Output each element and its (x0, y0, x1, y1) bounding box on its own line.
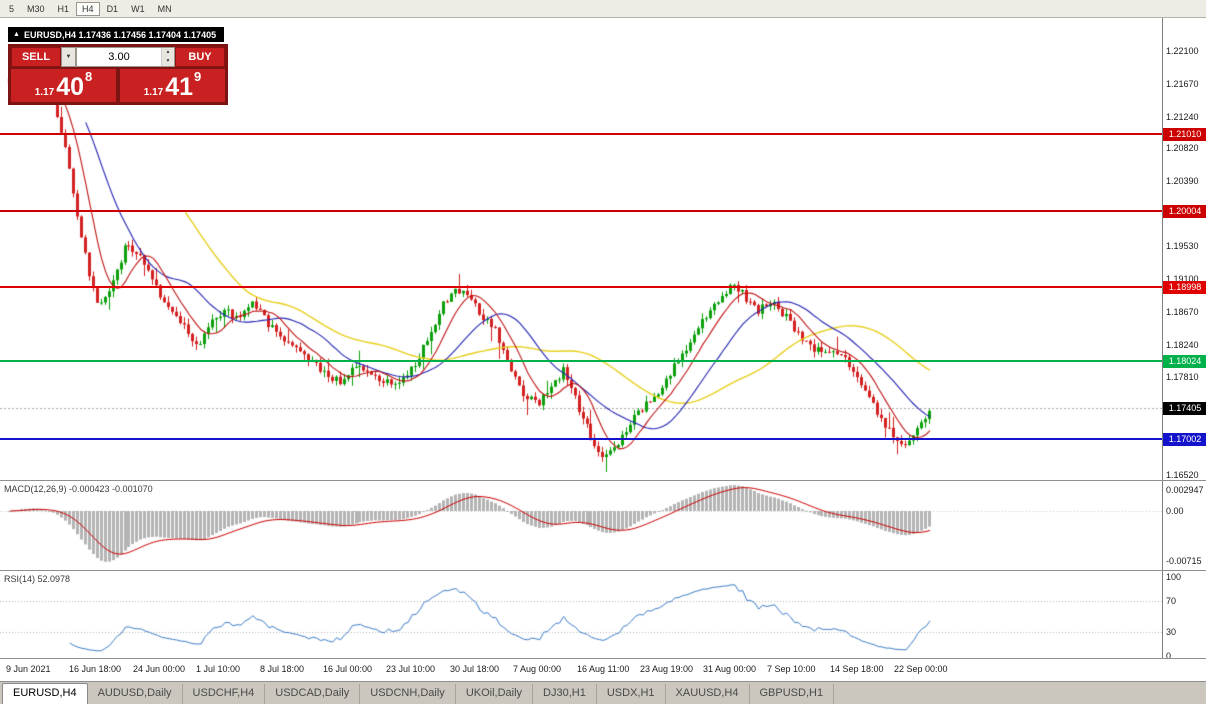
macd-axis-label: -0.00715 (1166, 556, 1202, 566)
price-line-badge: 1.21010 (1163, 128, 1206, 141)
rsi-axis-label: 70 (1166, 596, 1177, 606)
chart-tab-dj30-h1[interactable]: DJ30,H1 (533, 684, 597, 704)
chart-tab-gbpusd-h1[interactable]: GBPUSD,H1 (750, 684, 835, 704)
time-axis-label: 23 Aug 19:00 (640, 664, 694, 674)
buy-quote[interactable]: 1.17 41 9 (120, 69, 225, 102)
volume-down-button[interactable]: ▼ (162, 57, 174, 66)
price-line-badge: 1.20004 (1163, 205, 1206, 218)
macd-panel: MACD(12,26,9) -0.000423 -0.001070 0.0029… (0, 481, 1206, 570)
price-axis-label: 1.22100 (1166, 46, 1199, 56)
volume-spinner: ▲ ▼ (161, 48, 174, 66)
timeframe-button-mn[interactable]: MN (152, 2, 178, 16)
panel-separator[interactable] (0, 570, 1206, 571)
time-axis-label: 7 Sep 10:00 (767, 664, 816, 674)
one-click-trade-panel: SELL ▼ ▲ ▼ BUY 1.17 40 8 (8, 44, 228, 105)
rsi-label: RSI(14) 52.0978 (4, 574, 71, 584)
time-axis-label: 23 Jul 10:00 (386, 664, 436, 674)
rsi-panel: RSI(14) 52.0978 100 70 30 0 (0, 571, 1206, 661)
sell-quote-base: 1.17 (34, 87, 55, 98)
price-axis-label: 1.20390 (1166, 176, 1199, 186)
time-axis-label: 9 Jun 2021 (6, 664, 51, 674)
timeframe-button-w1[interactable]: W1 (125, 2, 151, 16)
macd-axis: 0.002947 0.00 -0.00715 (1162, 481, 1206, 570)
sell-quote[interactable]: 1.17 40 8 (11, 69, 116, 102)
chart-tabs-bar: EURUSD,H4 AUDUSD,Daily USDCHF,H4 USDCAD,Dai… (0, 681, 1206, 704)
time-axis-label: 7 Aug 00:00 (513, 664, 562, 674)
buy-quote-point: 9 (194, 69, 202, 84)
timeframe-toolbar: 5 M30 H1 H4 D1 W1 MN (0, 0, 1206, 18)
chart-tab-usdchf-h4[interactable]: USDCHF,H4 (183, 684, 266, 704)
timeframe-button-h4[interactable]: H4 (76, 1, 100, 16)
time-axis-label: 16 Jul 00:00 (323, 664, 373, 674)
sell-quote-pips: 40 (56, 73, 85, 101)
price-axis-label: 1.19100 (1166, 274, 1199, 284)
buy-quote-base: 1.17 (143, 87, 164, 98)
chart-tab-usdx-h1[interactable]: USDX,H1 (597, 684, 666, 704)
volume-up-button[interactable]: ▲ (162, 48, 174, 57)
macd-label: MACD(12,26,9) -0.000423 -0.001070 (4, 484, 153, 494)
panel-separator[interactable] (0, 480, 1206, 481)
time-axis-label: 16 Aug 11:00 (577, 664, 630, 674)
price-axis-label: 1.20820 (1166, 143, 1199, 153)
rsi-axis-label: 100 (1166, 572, 1182, 582)
chart-tab-audusd-daily[interactable]: AUDUSD,Daily (88, 684, 183, 704)
volume-input[interactable] (77, 48, 161, 66)
timeframe-button-h1[interactable]: H1 (52, 2, 76, 16)
macd-axis-label: 0.00 (1166, 506, 1184, 516)
price-line-badge: 1.17002 (1163, 433, 1206, 446)
price-axis[interactable]: 1.221001.216701.212401.208201.203901.199… (1162, 18, 1206, 480)
buy-button[interactable]: BUY (175, 47, 225, 67)
chart-title: ▲ EURUSD,H4 1.17436 1.17456 1.17404 1.17… (8, 27, 225, 42)
time-axis-label: 22 Sep 00:00 (894, 664, 948, 674)
rsi-axis-label: 30 (1166, 627, 1177, 637)
time-axis-label: 1 Jul 10:00 (196, 664, 241, 674)
chart-tab-usdcnh-daily[interactable]: USDCNH,Daily (360, 684, 456, 704)
support-resistance-line[interactable] (0, 133, 1162, 135)
time-axis-label: 24 Jun 00:00 (133, 664, 186, 674)
price-axis-label: 1.17810 (1166, 372, 1199, 382)
rsi-canvas[interactable] (0, 571, 1162, 658)
chart-tab-xauusd-h4[interactable]: XAUUSD,H4 (666, 684, 750, 704)
price-axis-label: 1.16520 (1166, 470, 1199, 480)
time-axis-label: 14 Sep 18:00 (830, 664, 884, 674)
chart-tab-usdcad-daily[interactable]: USDCAD,Daily (265, 684, 361, 704)
time-axis-label: 31 Aug 00:00 (703, 664, 757, 674)
macd-axis-label: 0.002947 (1166, 485, 1204, 495)
price-axis-label: 1.18670 (1166, 307, 1199, 317)
panel-separator (0, 658, 1206, 659)
sell-button[interactable]: SELL (11, 47, 61, 67)
support-resistance-line[interactable] (0, 210, 1162, 212)
current-price-badge: 1.17405 (1163, 402, 1206, 415)
volume-box: ▲ ▼ (76, 47, 175, 67)
price-axis-label: 1.21240 (1166, 112, 1199, 122)
sell-quote-point: 8 (85, 69, 93, 84)
timeframe-button-5[interactable]: 5 (3, 2, 20, 16)
time-axis-label: 16 Jun 18:00 (69, 664, 122, 674)
price-panel: ▲ EURUSD,H4 1.17436 1.17456 1.17404 1.17… (0, 18, 1206, 480)
price-axis-label: 1.18240 (1166, 340, 1199, 350)
trade-options-dropdown[interactable]: ▼ (61, 47, 76, 67)
chart-tab-eurusd-h4[interactable]: EURUSD,H4 (2, 683, 88, 704)
time-axis[interactable]: 9 Jun 2021 16 Jun 18:00 24 Jun 00:00 1 Jul … (0, 659, 1206, 681)
time-axis-label: 8 Jul 18:00 (260, 664, 305, 674)
chart-title-text: EURUSD,H4 1.17436 1.17456 1.17404 1.1740… (23, 29, 217, 40)
time-axis-label: 30 Jul 18:00 (450, 664, 500, 674)
rsi-axis: 100 70 30 0 (1162, 571, 1206, 661)
macd-canvas[interactable] (0, 481, 1162, 570)
rsi-axis-label: 0 (1166, 651, 1172, 661)
price-line-badge: 1.18024 (1163, 355, 1206, 368)
buy-quote-pips: 41 (165, 73, 194, 101)
price-line-badge: 1.18998 (1163, 281, 1206, 294)
timeframe-button-d1[interactable]: D1 (101, 2, 125, 16)
support-resistance-line[interactable] (0, 286, 1162, 288)
chart-tab-ukoil-daily[interactable]: UKOil,Daily (456, 684, 534, 704)
chart-title-arrow-icon: ▲ (13, 31, 20, 38)
price-axis-label: 1.19530 (1166, 241, 1199, 251)
chart-window: ▲ EURUSD,H4 1.17436 1.17456 1.17404 1.17… (0, 18, 1206, 681)
support-resistance-line[interactable] (0, 438, 1162, 440)
timeframe-button-m30[interactable]: M30 (21, 2, 51, 16)
support-resistance-line[interactable] (0, 360, 1162, 362)
price-axis-label: 1.21670 (1166, 79, 1199, 89)
